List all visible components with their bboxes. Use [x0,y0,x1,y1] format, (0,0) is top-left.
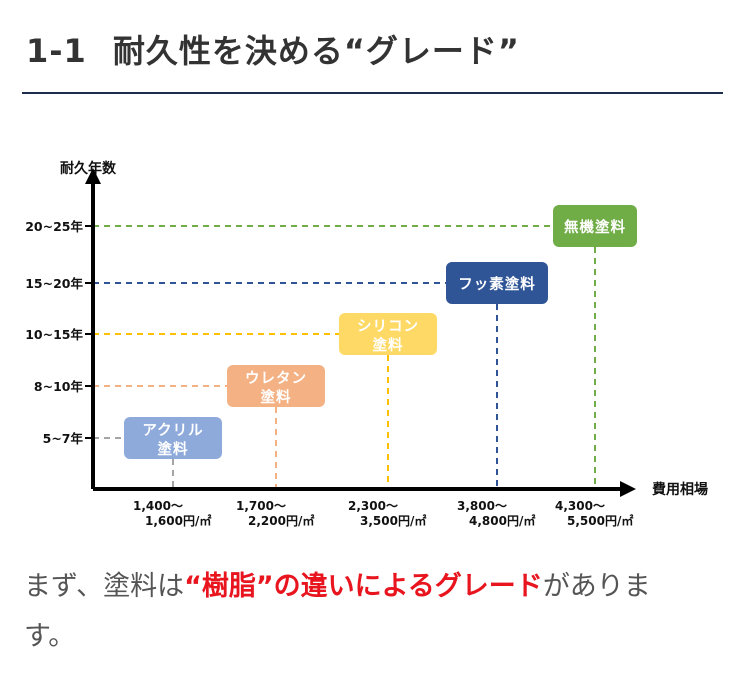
paint-box-label: フッ素塗料 [458,275,536,293]
y-tick-label: 5~7年 [43,431,84,446]
x-tick-label: 5,500円/㎡ [567,513,633,528]
paint-box-label: 塗料 [158,440,189,458]
y-axis-title: 耐久年数 [60,160,117,177]
paint-box-label: 塗料 [373,336,404,354]
section-title: 耐久性を決める“グレード” [112,32,520,70]
y-tick-label: 8~10年 [34,379,84,394]
body-paragraph: まず、塗料は“樹脂”の違いによるグレードがありま す。 [24,562,724,662]
paint-box [339,313,437,355]
x-tick-label: 1,700～ [236,499,286,513]
section-number: 1-1 [26,32,87,70]
paint-box [227,365,325,407]
paint-box-label: 無機塗料 [564,218,626,236]
x-tick-label: 3,800～ [457,499,507,513]
x-tick-label: 1,400～ [133,499,183,513]
x-tick-label: 4,300～ [555,499,605,513]
body-text-after: がありま す。 [24,571,651,652]
y-tick-label: 15~20年 [25,276,83,291]
x-tick-label: 3,500円/㎡ [360,513,426,528]
x-axis-title: 費用相場 [652,481,708,498]
body-highlight: “樹脂”の違いによるグレード [184,571,543,602]
y-tick-label: 10~15年 [25,327,83,342]
heading-underline [22,92,723,94]
body-text-before: まず、塗料は [24,571,185,602]
x-axis-arrow [620,481,636,497]
x-tick-label: 2,200円/㎡ [248,513,314,528]
y-tick-label: 20~25年 [25,219,83,234]
paint-box-label: 塗料 [261,388,292,406]
x-tick-label: 2,300～ [348,499,398,513]
x-tick-label: 4,800円/㎡ [469,513,535,528]
paint-box [553,205,637,247]
x-tick-label: 1,600円/㎡ [145,513,211,528]
paint-box-label: ウレタン [245,370,307,387]
section-heading: 1-1 耐久性を決める“グレード” [26,26,520,72]
y-axis-arrow [85,168,101,184]
paint-box [446,262,548,304]
paint-box-label: シリコン [357,319,419,335]
paint-box [124,417,222,459]
paint-box-label: アクリル [142,422,203,439]
